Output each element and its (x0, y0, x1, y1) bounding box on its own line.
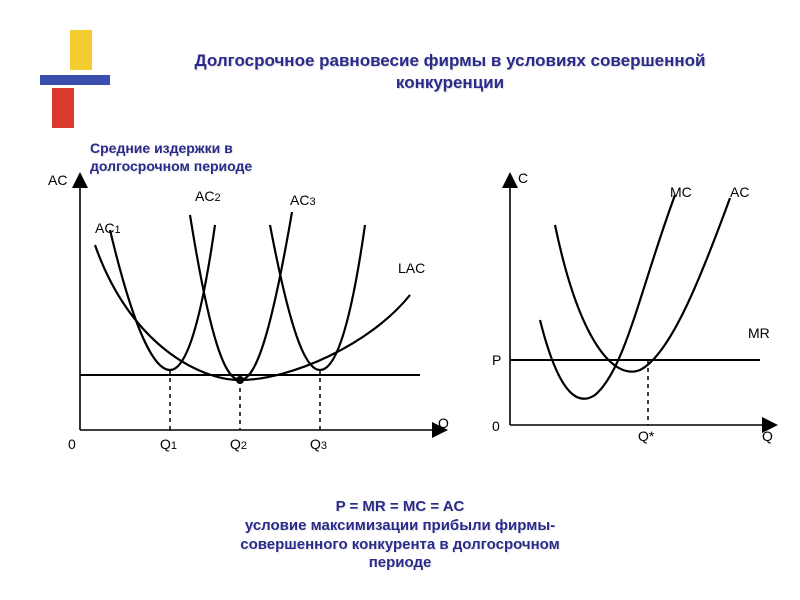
label-ac-right: AC (730, 184, 749, 200)
chart-lac: AC 0 Q AC1 AC2 AC3 LAC Q1 Q2 Q3 (40, 170, 460, 470)
label-p: P (492, 352, 501, 368)
label-lac: LAC (398, 260, 425, 276)
y-axis-label-ac: AC (48, 172, 67, 188)
x-axis-label-q-right: Q (762, 428, 773, 444)
equation-line2: условие максимизации прибыли фирмы- (245, 517, 555, 534)
page-title: Долгосрочное равновесие фирмы в условиях… (160, 50, 740, 94)
label-ac2: AC2 (195, 188, 221, 204)
tick-q2: Q2 (230, 436, 247, 452)
equation-block: P = MR = MC = AC условие максимизации пр… (150, 498, 650, 573)
label-mr: MR (748, 325, 770, 341)
corner-decoration (40, 30, 120, 120)
equation-line3: совершенного конкурента в долгосрочном (240, 536, 560, 553)
y-axis-label-c: C (518, 170, 528, 186)
subtitle-line1: Средние издержки в (90, 140, 233, 156)
tick-q1: Q1 (160, 436, 177, 452)
origin-label-left: 0 (68, 436, 76, 452)
equation-line1: P = MR = MC = AC (336, 498, 465, 515)
equation-line4: периоде (369, 554, 432, 571)
tick-q3: Q3 (310, 436, 327, 452)
label-ac3: AC3 (290, 192, 316, 208)
label-mc: MC (670, 184, 692, 200)
x-axis-label-q-left: Q (438, 415, 449, 431)
chart-mc-ac: C 0 Q MC AC MR P Q* (470, 170, 780, 470)
label-ac1: AC1 (95, 220, 121, 236)
origin-label-right: 0 (492, 418, 500, 434)
tick-qstar: Q* (638, 428, 654, 444)
